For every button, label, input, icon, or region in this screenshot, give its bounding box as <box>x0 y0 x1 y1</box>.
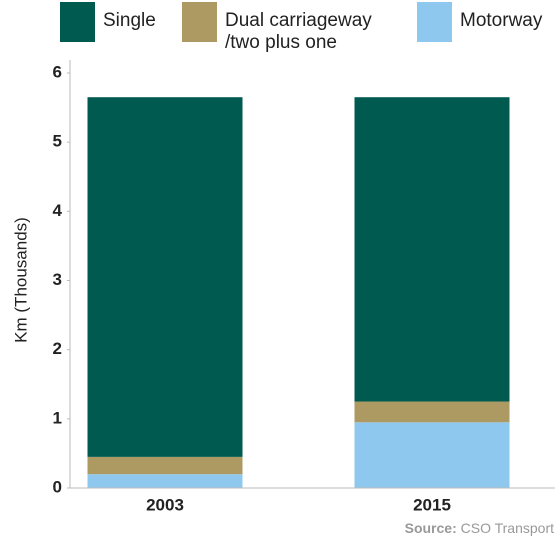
legend-swatch <box>60 2 95 42</box>
bar-segment <box>354 401 510 423</box>
source-label: Source: <box>404 520 457 536</box>
legend-item: Single <box>60 2 210 42</box>
bar-segment <box>354 422 510 488</box>
bar-segment <box>87 456 243 475</box>
legend-label: Motorway <box>460 10 543 31</box>
bar-segment <box>87 474 243 488</box>
legend-item: Dual carriageway /two plus one <box>182 2 442 54</box>
legend-swatch <box>417 2 452 42</box>
y-tick-label: 3 <box>53 270 62 289</box>
x-tick-label: 2003 <box>146 495 184 514</box>
source-text: CSO Transport <box>460 520 554 536</box>
bar-segment <box>87 97 243 457</box>
legend-label: Dual carriageway /two plus one <box>225 10 372 53</box>
y-tick-label: 5 <box>53 132 62 151</box>
source: Source: CSO Transport <box>405 520 554 536</box>
bar-segment <box>354 97 510 402</box>
legend-label: Single <box>103 10 156 31</box>
y-tick-label: 1 <box>53 408 62 427</box>
x-tick-label: 2015 <box>413 495 451 514</box>
y-tick-label: 0 <box>53 477 62 496</box>
y-tick-label: 4 <box>53 201 63 220</box>
y-tick-label: 6 <box>53 62 62 81</box>
y-axis-label: Km (Thousands) <box>11 217 30 343</box>
legend-item: Motorway <box>417 2 558 42</box>
y-tick-label: 2 <box>53 339 62 358</box>
legend-swatch <box>182 2 217 42</box>
